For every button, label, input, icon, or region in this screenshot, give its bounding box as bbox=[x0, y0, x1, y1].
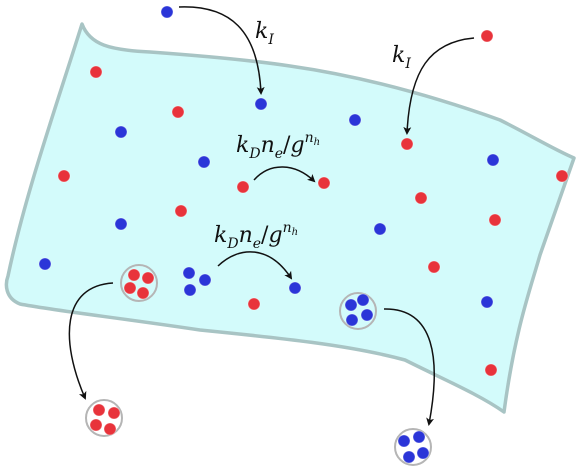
blue-particle bbox=[356, 293, 370, 307]
diffusion-arrow-red bbox=[253, 166, 316, 183]
diffusion-arrow-blue bbox=[217, 251, 293, 280]
red-particle bbox=[103, 422, 117, 436]
adsorption-arrow-left bbox=[178, 6, 265, 95]
blue-particle bbox=[373, 222, 387, 236]
red-particle bbox=[488, 213, 502, 227]
red-particle bbox=[174, 204, 188, 218]
red-particle bbox=[89, 418, 103, 432]
blue-particle bbox=[254, 97, 268, 111]
blue-particle bbox=[402, 450, 416, 464]
desorption-arrow-red bbox=[68, 282, 114, 400]
red-particle bbox=[171, 105, 185, 119]
red-particle bbox=[484, 363, 498, 377]
red-particle bbox=[107, 406, 121, 420]
red-particle bbox=[136, 286, 150, 300]
blue-particle bbox=[114, 125, 128, 139]
blue-particle bbox=[486, 153, 500, 167]
blue-particle bbox=[412, 430, 426, 444]
red-particle bbox=[480, 29, 494, 43]
red-particle bbox=[92, 403, 106, 417]
red-particle bbox=[123, 281, 137, 295]
cluster-ring bbox=[339, 292, 377, 330]
kI-label-left: kI bbox=[255, 19, 274, 48]
red-particle bbox=[236, 180, 250, 194]
blue-cluster-on-sheet bbox=[339, 292, 377, 330]
blue-particle bbox=[198, 273, 212, 287]
cluster-ring bbox=[394, 428, 432, 466]
blue-particle bbox=[344, 298, 358, 312]
desorption-arrow-blue bbox=[383, 308, 435, 426]
blue-particle bbox=[182, 266, 196, 280]
blue-particle bbox=[197, 155, 211, 169]
blue-cluster-desorbed bbox=[394, 428, 432, 466]
arrows bbox=[68, 6, 475, 426]
blue-particle bbox=[348, 113, 362, 127]
cluster-ring bbox=[85, 399, 123, 437]
blue-particle bbox=[360, 308, 374, 322]
red-particle bbox=[89, 65, 103, 79]
blue-particle bbox=[38, 257, 52, 271]
blue-particle bbox=[480, 295, 494, 309]
blue-particle bbox=[345, 313, 359, 327]
red-cluster-on-sheet bbox=[120, 264, 158, 302]
red-particle bbox=[400, 137, 414, 151]
red-particle bbox=[317, 176, 331, 190]
red-particle bbox=[141, 271, 155, 285]
kI-label-right: kI bbox=[392, 43, 411, 72]
particles bbox=[38, 5, 569, 377]
blue-particle bbox=[160, 5, 174, 19]
red-particle bbox=[247, 297, 261, 311]
blue-particle bbox=[288, 281, 302, 295]
blue-particle bbox=[114, 217, 128, 231]
blue-particle bbox=[183, 283, 197, 297]
adsorption-arrow-right bbox=[403, 37, 475, 135]
kD-label-red: kDne/gnh bbox=[236, 130, 320, 162]
red-cluster-desorbed bbox=[85, 399, 123, 437]
substrate-sheet bbox=[4, 22, 576, 414]
blue-particle bbox=[416, 446, 430, 460]
blue-particle bbox=[397, 434, 411, 448]
kD-label-blue: kDne/gnh bbox=[214, 220, 298, 252]
red-particle bbox=[57, 169, 71, 183]
red-particle bbox=[414, 191, 428, 205]
cluster-ring bbox=[120, 264, 158, 302]
red-particle bbox=[127, 268, 141, 282]
red-particle bbox=[427, 260, 441, 274]
red-particle bbox=[555, 169, 569, 183]
